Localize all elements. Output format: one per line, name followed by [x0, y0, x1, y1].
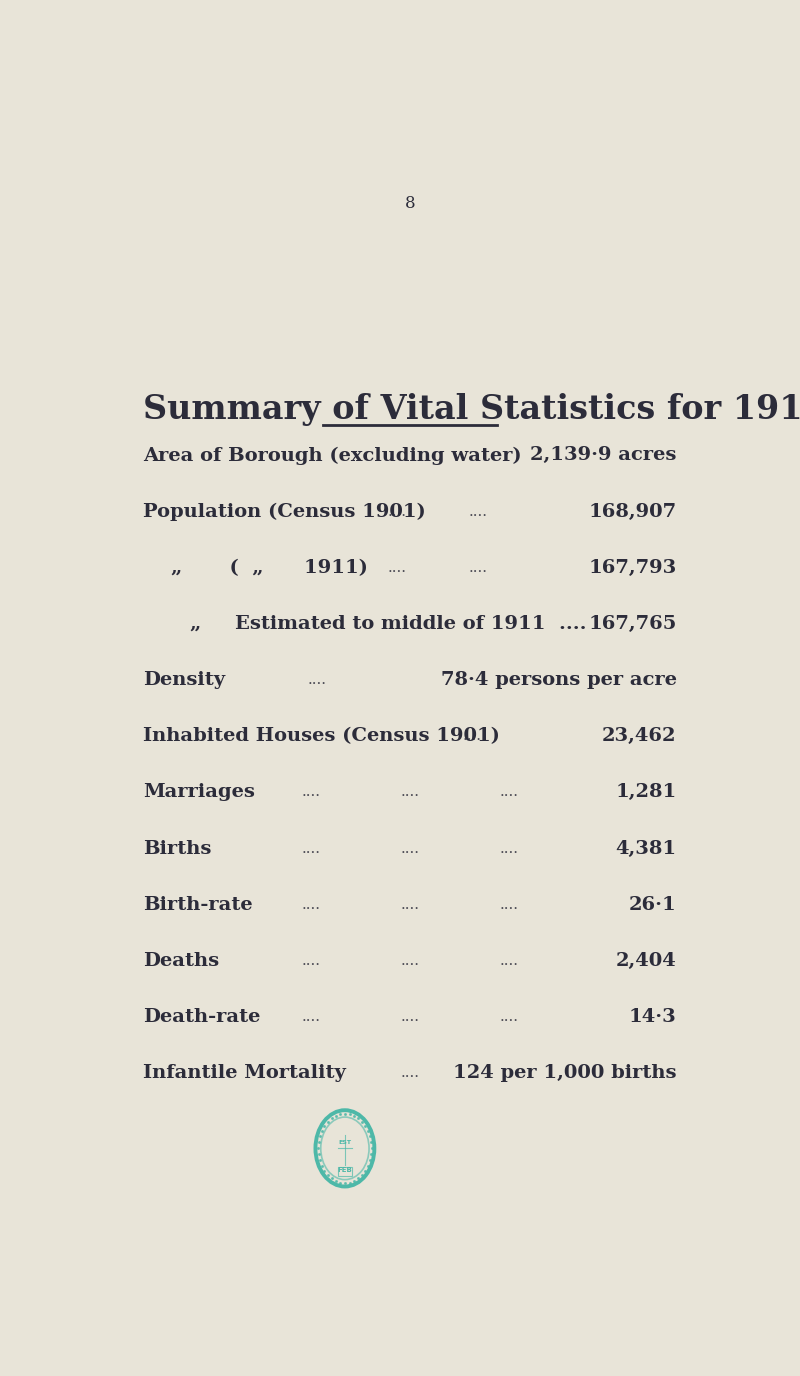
Text: ....: .... [462, 729, 482, 743]
Text: Area of Borough (excluding water): Area of Borough (excluding water) [143, 446, 522, 465]
Text: 2,404: 2,404 [616, 952, 677, 970]
Text: ....: .... [388, 561, 407, 575]
Text: ....: .... [302, 897, 320, 912]
Text: ....: .... [302, 842, 320, 856]
Text: Marriages: Marriages [143, 783, 255, 801]
Text: FEB: FEB [338, 1167, 352, 1172]
Text: 124 per 1,000 births: 124 per 1,000 births [453, 1064, 677, 1082]
Text: 8: 8 [405, 195, 415, 212]
Text: ....: .... [307, 673, 326, 687]
Text: „       (  „      1911): „ ( „ 1911) [171, 559, 368, 577]
Text: 78·4 persons per acre: 78·4 persons per acre [441, 671, 677, 689]
Text: 4,381: 4,381 [615, 839, 677, 857]
Text: ....: .... [500, 786, 518, 799]
Text: ....: .... [388, 505, 407, 519]
Text: ....: .... [500, 954, 518, 967]
Text: Inhabited Houses (Census 1901): Inhabited Houses (Census 1901) [143, 727, 500, 746]
Text: Death-rate: Death-rate [143, 1009, 261, 1026]
Text: ....: .... [302, 954, 320, 967]
Text: ....: .... [500, 897, 518, 912]
Text: 2,139·9 acres: 2,139·9 acres [530, 446, 677, 465]
Text: 14·3: 14·3 [629, 1009, 677, 1026]
Text: 167,793: 167,793 [588, 559, 677, 577]
Text: ....: .... [401, 897, 419, 912]
Text: Population (Census 1901): Population (Census 1901) [143, 502, 426, 520]
Text: „     Estimated to middle of 1911  ....: „ Estimated to middle of 1911 .... [190, 615, 586, 633]
Text: Infantile Mortality: Infantile Mortality [143, 1064, 346, 1082]
Text: ....: .... [500, 842, 518, 856]
Text: Births: Births [143, 839, 212, 857]
Text: ....: .... [302, 786, 320, 799]
Text: EST: EST [338, 1139, 351, 1145]
Text: Summary of Vital Statistics for 1911.: Summary of Vital Statistics for 1911. [143, 394, 800, 427]
Text: 167,765: 167,765 [588, 615, 677, 633]
Text: Density: Density [143, 671, 226, 689]
Text: Birth-rate: Birth-rate [143, 896, 253, 914]
Text: ....: .... [401, 954, 419, 967]
Text: 1,281: 1,281 [615, 783, 677, 801]
Text: 168,907: 168,907 [589, 502, 677, 520]
Text: Deaths: Deaths [143, 952, 219, 970]
Text: ....: .... [302, 1010, 320, 1024]
Text: ....: .... [401, 842, 419, 856]
Text: ....: .... [401, 786, 419, 799]
Text: ....: .... [469, 505, 488, 519]
Text: 23,462: 23,462 [602, 727, 677, 746]
Text: 26·1: 26·1 [629, 896, 677, 914]
Text: ....: .... [469, 561, 488, 575]
Text: ....: .... [401, 1066, 419, 1080]
Text: ....: .... [401, 1010, 419, 1024]
Text: ....: .... [500, 1010, 518, 1024]
